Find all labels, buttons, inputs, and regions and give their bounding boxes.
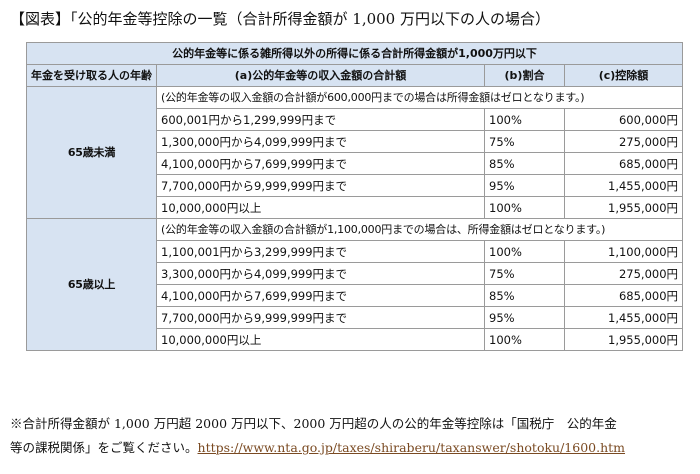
zero-income-note: (公的年金等の収入金額の合計額が1,100,000円までの場合は、所得金額はゼロ… — [155, 218, 684, 241]
income-range-cell: 7,700,000円から9,999,999円まで — [156, 306, 485, 329]
deduction-cell: 685,000円 — [563, 284, 684, 307]
income-range-cell: 4,100,000円から7,699,999円まで — [156, 152, 485, 175]
table-row: 7,700,000円から9,999,999円まで 95% 1,455,000円 — [27, 306, 684, 329]
deduction-cell: 1,455,000円 — [563, 306, 684, 329]
table-row: 65歳未満 (公的年金等の収入金額の合計額が600,000円までの場合は所得金額… — [26, 86, 684, 219]
deduction-cell: 1,100,000円 — [563, 240, 684, 263]
table-row: 4,100,000円から7,699,999円まで 85% 685,000円 — [27, 284, 684, 307]
figure-title: 【図表】「公的年金等控除の一覧（合計所得金額が 1,000 万円以下の人の場合） — [10, 10, 550, 28]
rate-cell: 75% — [484, 130, 565, 153]
rate-cell: 95% — [484, 174, 565, 197]
income-range-cell: 7,700,000円から9,999,999円まで — [156, 174, 485, 197]
deduction-cell: 1,955,000円 — [563, 196, 684, 219]
table-caption-row: 公的年金等に係る雑所得以外の所得に係る合計所得金額が1,000万円以下 — [25, 42, 684, 65]
deduction-cell: 275,000円 — [563, 262, 684, 285]
age-group-under-65: 65歳未満 — [26, 86, 157, 219]
pension-deduction-table: 公的年金等に係る雑所得以外の所得に係る合計所得金額が1,000万円以下 年金を受… — [25, 42, 684, 351]
rate-cell: 100% — [484, 108, 565, 131]
income-range-cell: 600,001円から1,299,999円まで — [156, 108, 485, 131]
table-header-row: 年金を受け取る人の年齢 (a)公的年金等の収入金額の合計額 (b)割合 (c)控… — [26, 64, 684, 87]
income-range-cell: 1,300,000円から4,099,999円まで — [156, 130, 485, 153]
table-row: 7,700,000円から9,999,999円まで 95% 1,455,000円 — [27, 174, 684, 197]
deduction-cell: 1,455,000円 — [563, 174, 684, 197]
rate-cell: 100% — [484, 196, 565, 219]
table-row: 10,000,000円以上 100% 1,955,000円 — [27, 196, 684, 219]
table-row: 3,300,000円から4,099,999円まで 75% 275,000円 — [27, 262, 684, 285]
footnote-line-2: 等の課税関係」をご覧ください。https://www.nta.go.jp/tax… — [10, 436, 700, 460]
column-header-deduction: (c)控除額 — [563, 64, 684, 87]
column-header-rate: (b)割合 — [484, 64, 565, 87]
table-row: 65歳以上 (公的年金等の収入金額の合計額が1,100,000円までの場合は、所… — [26, 218, 684, 351]
zero-income-note: (公的年金等の収入金額の合計額が600,000円までの場合は所得金額はゼロとなり… — [155, 86, 684, 109]
rate-cell: 95% — [484, 306, 565, 329]
footnote: ※合計所得金額が 1,000 万円超 2000 万円以下、2000 万円超の人の… — [10, 412, 700, 460]
footnote-line-1: ※合計所得金額が 1,000 万円超 2000 万円以下、2000 万円超の人の… — [10, 416, 617, 431]
table-row: 1,300,000円から4,099,999円まで 75% 275,000円 — [27, 130, 684, 153]
column-header-income-range: (a)公的年金等の収入金額の合計額 — [156, 64, 485, 87]
deduction-cell: 600,000円 — [563, 108, 684, 131]
column-header-age: 年金を受け取る人の年齢 — [26, 64, 157, 87]
rate-cell: 85% — [484, 152, 565, 175]
rate-cell: 85% — [484, 284, 565, 307]
rate-cell: 75% — [484, 262, 565, 285]
rate-cell: 100% — [484, 240, 565, 263]
deduction-cell: 1,955,000円 — [563, 328, 684, 351]
rate-cell: 100% — [484, 328, 565, 351]
table-row: 1,100,001円から3,299,999円まで 100% 1,100,000円 — [27, 240, 684, 263]
income-range-cell: 10,000,000円以上 — [156, 196, 485, 219]
footnote-text: 等の課税関係」をご覧ください。 — [10, 440, 198, 455]
income-range-cell: 3,300,000円から4,099,999円まで — [156, 262, 485, 285]
table-caption: 公的年金等に係る雑所得以外の所得に係る合計所得金額が1,000万円以下 — [25, 42, 684, 65]
income-range-cell: 4,100,000円から7,699,999円まで — [156, 284, 485, 307]
age-group-65-and-over: 65歳以上 — [26, 218, 157, 351]
table-row: 10,000,000円以上 100% 1,955,000円 — [27, 328, 684, 351]
deduction-cell: 275,000円 — [563, 130, 684, 153]
deduction-cell: 685,000円 — [563, 152, 684, 175]
income-range-cell: 10,000,000円以上 — [156, 328, 485, 351]
income-range-cell: 1,100,001円から3,299,999円まで — [156, 240, 485, 263]
nta-link[interactable]: https://www.nta.go.jp/taxes/shiraberu/ta… — [197, 440, 626, 455]
